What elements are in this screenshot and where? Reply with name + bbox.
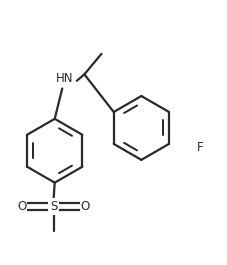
Text: F: F [196, 141, 203, 154]
Text: S: S [50, 200, 57, 213]
Text: HN: HN [56, 72, 73, 85]
Text: O: O [81, 200, 90, 213]
Text: O: O [17, 200, 26, 213]
